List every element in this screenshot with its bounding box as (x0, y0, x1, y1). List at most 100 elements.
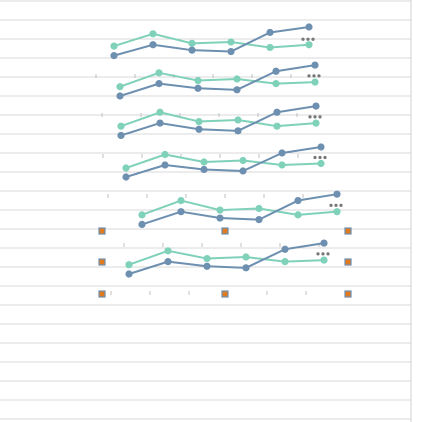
series-line (120, 105, 317, 137)
data-point (234, 116, 242, 124)
data-point (188, 46, 196, 54)
data-point (311, 61, 319, 69)
data-point (227, 38, 235, 46)
more-dot (323, 155, 327, 160)
data-point (203, 254, 211, 263)
data-point (320, 256, 328, 264)
data-point (311, 78, 319, 86)
data-point (110, 42, 118, 50)
data-point (281, 258, 289, 266)
data-point (149, 30, 157, 38)
data-point (155, 80, 163, 88)
data-point (194, 76, 202, 85)
line-chart-copy (107, 143, 327, 198)
data-point (273, 108, 281, 116)
more-dot (306, 37, 310, 41)
more-dots-icon[interactable] (329, 203, 343, 207)
resize-handle-icon[interactable] (98, 258, 106, 266)
more-dot (313, 155, 317, 160)
data-point (138, 220, 146, 229)
resize-handle-icon[interactable] (221, 290, 229, 298)
more-dot (311, 37, 315, 41)
data-point (233, 75, 241, 83)
more-dots-icon[interactable] (316, 252, 330, 256)
resize-handle-icon[interactable] (221, 227, 229, 235)
more-dots-icon[interactable] (301, 37, 315, 41)
data-point (242, 253, 250, 261)
resize-handle-icon[interactable] (344, 227, 352, 235)
series-line (119, 71, 316, 88)
data-point (161, 161, 169, 169)
more-dot (321, 252, 325, 256)
more-dot (318, 115, 322, 119)
data-point (177, 208, 185, 216)
data-point (294, 211, 302, 219)
data-point (312, 119, 320, 127)
data-point (333, 208, 341, 216)
data-point (312, 102, 320, 110)
series-line (120, 111, 317, 128)
more-dot (301, 37, 305, 41)
data-point (333, 190, 341, 198)
data-point (234, 127, 242, 135)
more-dot (316, 252, 320, 256)
data-point (117, 122, 125, 130)
more-dot (318, 155, 322, 160)
more-dot (312, 74, 316, 78)
data-point (155, 69, 163, 77)
line-chart-copy (102, 102, 322, 158)
data-point (239, 167, 247, 175)
more-dot (329, 203, 333, 207)
more-dot (334, 203, 338, 207)
data-point (203, 262, 211, 270)
resize-handle-icon[interactable] (98, 227, 106, 235)
series-line (128, 242, 325, 275)
data-point (156, 119, 164, 127)
data-point (188, 39, 196, 47)
data-point (164, 247, 172, 255)
more-dot (326, 252, 330, 256)
series-line (125, 153, 322, 169)
data-point (233, 86, 241, 94)
data-point (266, 43, 274, 52)
series-line (128, 249, 325, 266)
more-dot (339, 203, 343, 207)
resize-handle-icon[interactable] (344, 258, 352, 266)
data-point (125, 270, 133, 278)
series-line (141, 193, 338, 226)
data-point (320, 239, 328, 247)
data-point (272, 67, 280, 75)
more-dots-icon[interactable] (313, 155, 327, 160)
data-point (116, 83, 124, 91)
more-dots-icon[interactable] (308, 115, 322, 119)
data-point (177, 196, 185, 205)
data-point (122, 164, 130, 172)
data-point (200, 158, 208, 166)
resize-handle-icon[interactable] (98, 290, 106, 298)
line-chart-copy (101, 61, 321, 117)
line-chart-copy (123, 190, 343, 247)
data-point (110, 52, 118, 60)
series-line (113, 32, 310, 49)
data-point (117, 131, 125, 140)
data-point (216, 214, 224, 222)
data-point (278, 161, 286, 169)
data-point (195, 117, 203, 126)
data-point (305, 23, 313, 31)
selection-handles[interactable] (98, 227, 352, 298)
more-dot (313, 115, 317, 119)
data-point (122, 173, 130, 181)
series-line (141, 199, 338, 216)
resize-handle-icon[interactable] (344, 290, 352, 298)
data-point (294, 196, 302, 205)
more-dots-icon[interactable] (307, 74, 321, 78)
data-point (239, 156, 247, 165)
data-point (273, 122, 281, 130)
more-dot (317, 74, 321, 78)
line-chart-copy (95, 23, 315, 78)
series-line (119, 64, 316, 97)
data-point (125, 261, 133, 269)
data-point (161, 150, 169, 159)
data-point (272, 80, 280, 88)
